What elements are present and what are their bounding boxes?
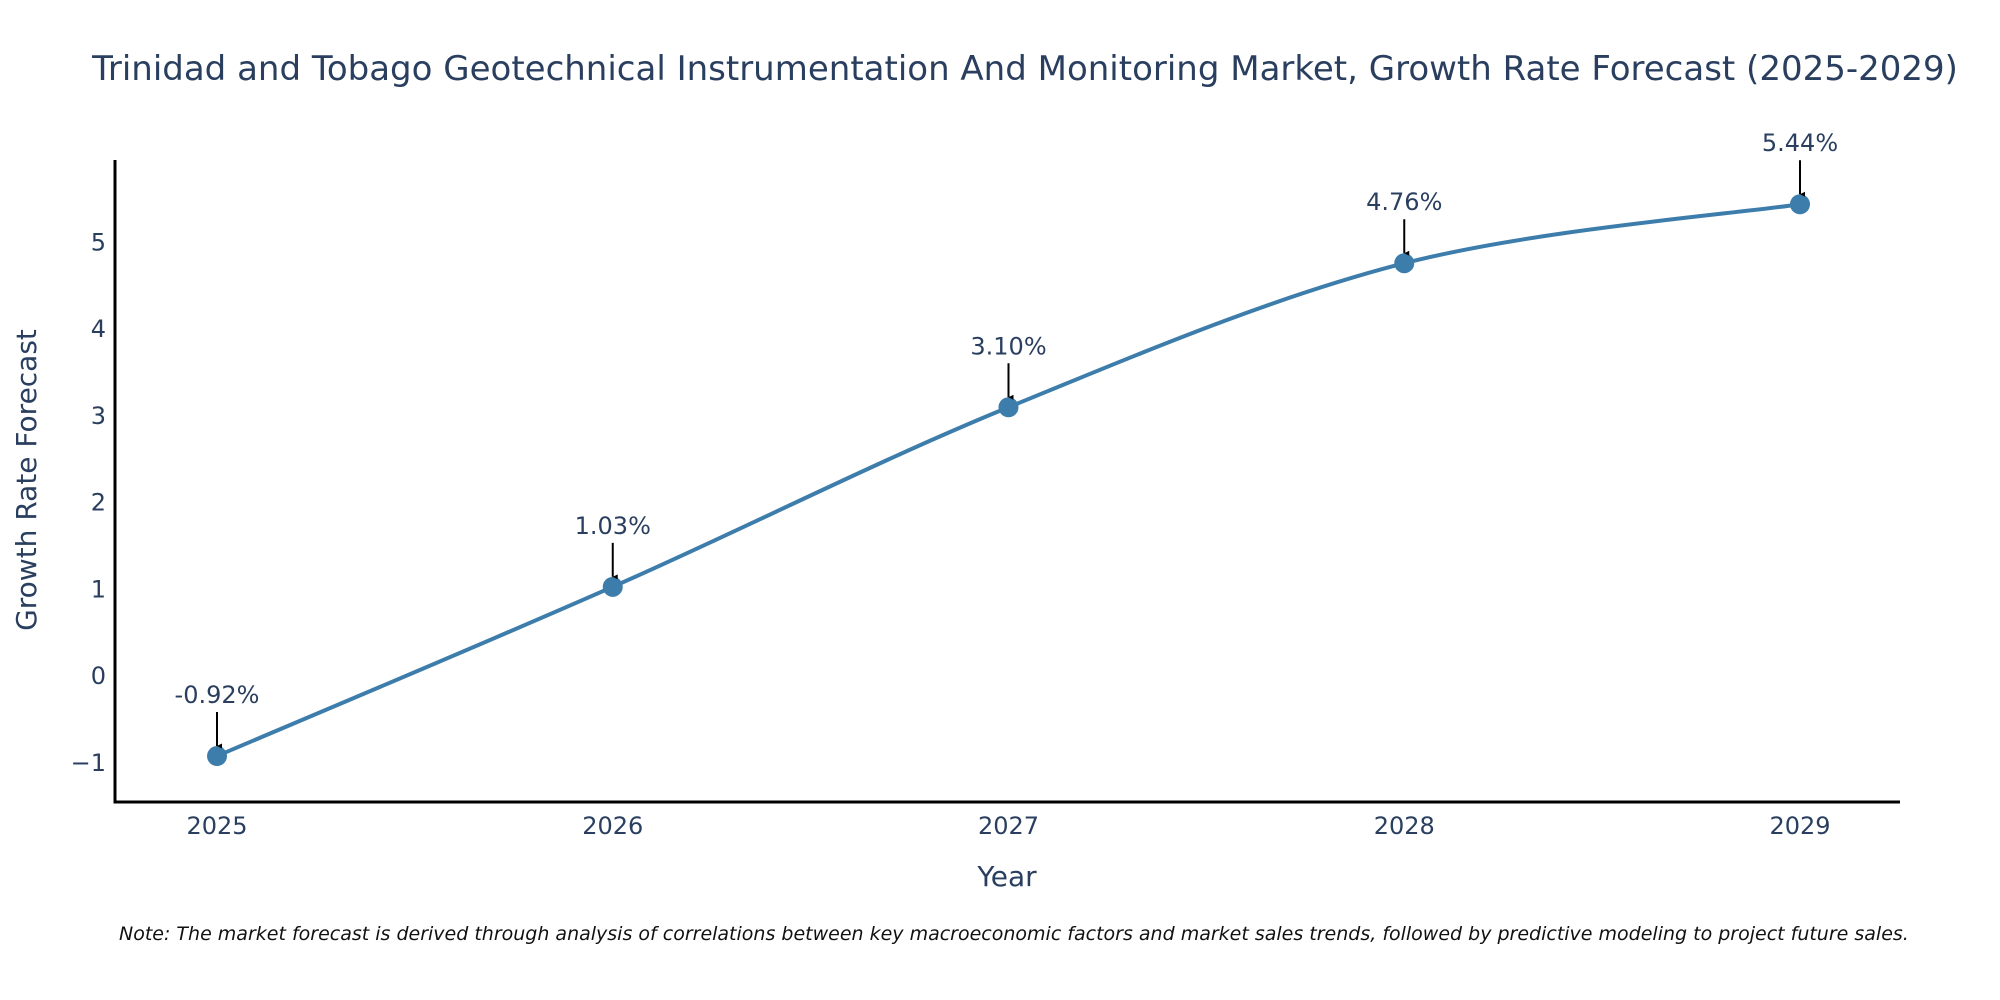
footnote: Note: The market forecast is derived thr…: [119, 923, 1909, 945]
data-point-2027: [998, 397, 1019, 418]
data-point-2026: [602, 576, 623, 597]
data-label: 5.44%: [1762, 129, 1838, 157]
data-point-2029: [1790, 194, 1810, 215]
y-tick-label: 3: [91, 402, 106, 430]
data-point-2028: [1394, 253, 1415, 274]
series-line: [216, 202, 1801, 758]
x-tick-label: 2026: [582, 812, 643, 840]
x-tick-label: 2029: [1769, 812, 1830, 840]
y-tick-labels: −1 0 1 2 3 4 5: [71, 228, 106, 777]
data-label: -0.92%: [175, 681, 260, 709]
x-tick-labels: 2025 2026 2027 2028 2029: [186, 812, 1830, 840]
y-tick-label: 4: [91, 315, 106, 343]
chart-title: Trinidad and Tobago Geotechnical Instrum…: [91, 49, 1958, 89]
y-axis-title: Growth Rate Forecast: [10, 329, 43, 631]
x-axis-title: Year: [976, 860, 1037, 893]
y-tick-label: 1: [91, 575, 106, 603]
plot-area: -0.92% 1.03% 3.10% 4.76% 5.44%: [175, 129, 1838, 767]
data-label: 1.03%: [575, 512, 651, 540]
y-tick-label: −1: [71, 749, 106, 777]
data-label: 4.76%: [1366, 188, 1442, 216]
data-label: 3.10%: [970, 332, 1046, 360]
y-tick-label: 5: [91, 228, 106, 256]
data-point-2025: [207, 746, 227, 767]
x-tick-label: 2027: [978, 812, 1039, 840]
y-tick-label: 2: [91, 489, 106, 517]
y-tick-label: 0: [91, 662, 106, 690]
x-tick-label: 2028: [1374, 812, 1435, 840]
x-tick-label: 2025: [186, 812, 247, 840]
